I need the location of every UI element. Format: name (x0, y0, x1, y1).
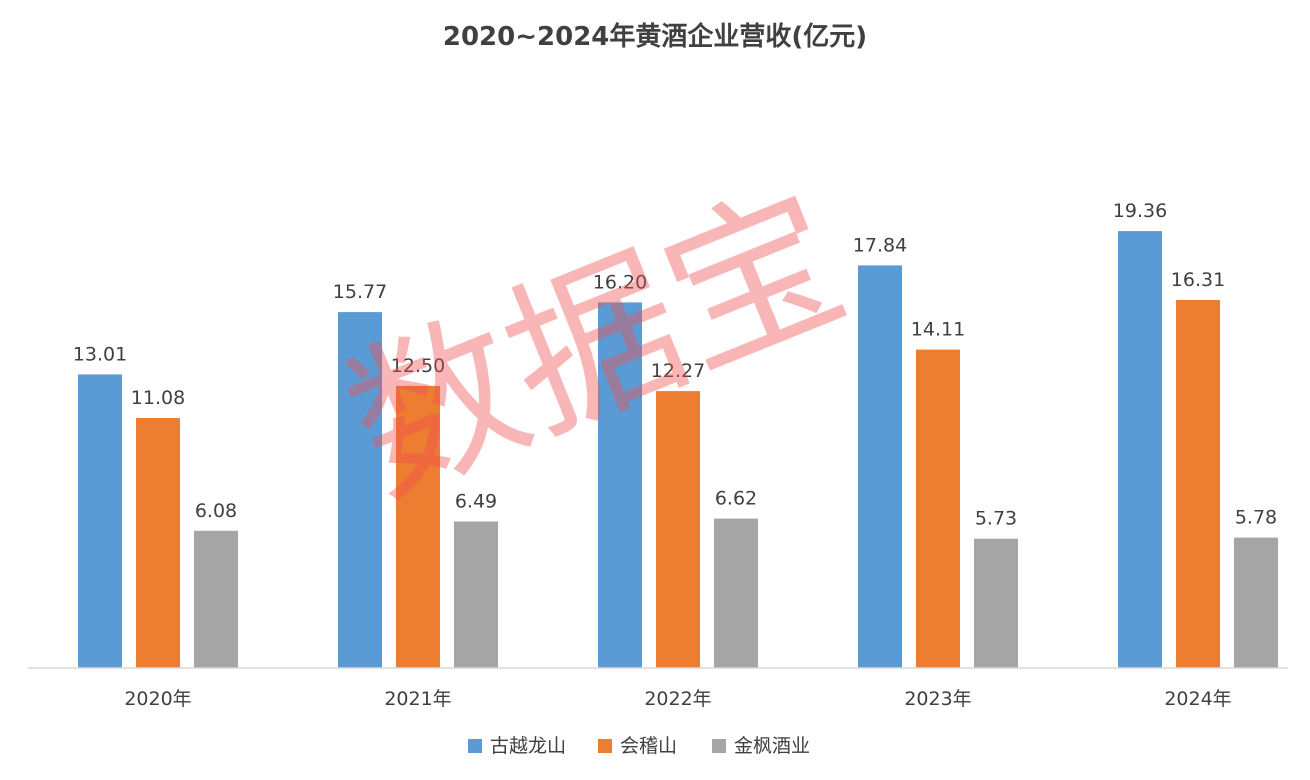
value-label: 6.62 (715, 488, 757, 510)
value-label: 17.84 (853, 234, 907, 256)
value-label: 16.20 (593, 271, 647, 293)
chart-title: 2020~2024年黄酒企业营收(亿元) (443, 21, 867, 52)
bar-会稽山-2022年 (656, 391, 700, 668)
bars-layer (78, 231, 1278, 668)
value-label: 6.08 (195, 500, 237, 522)
bar-古越龙山-2022年 (598, 302, 642, 668)
legend-label: 金枫酒业 (734, 735, 810, 757)
legend-label: 古越龙山 (490, 735, 566, 757)
value-label: 19.36 (1113, 200, 1167, 222)
bar-金枫酒业-2022年 (714, 518, 758, 668)
bar-会稽山-2024年 (1176, 299, 1220, 668)
watermark-text: 数据宝 (322, 157, 869, 532)
value-label: 5.73 (975, 508, 1017, 530)
legend-label: 会稽山 (620, 735, 677, 757)
bar-金枫酒业-2021年 (454, 521, 498, 668)
bar-古越龙山-2020年 (78, 374, 122, 668)
bar-会稽山-2023年 (916, 349, 960, 668)
value-label: 13.01 (73, 343, 127, 365)
value-label: 11.08 (131, 387, 185, 409)
bar-金枫酒业-2020年 (194, 530, 238, 668)
value-label: 12.27 (651, 360, 705, 382)
value-label: 14.11 (911, 319, 965, 341)
bar-古越龙山-2021年 (338, 312, 382, 668)
bar-古越龙山-2023年 (858, 265, 902, 668)
watermark: 数据宝 (322, 157, 869, 532)
legend-swatch (598, 739, 612, 753)
value-label: 6.49 (455, 491, 497, 513)
legend: 古越龙山 会稽山 金枫酒业 (468, 735, 810, 757)
legend-swatch (468, 739, 482, 753)
bar-金枫酒业-2023年 (974, 538, 1018, 668)
category-label: 2020年 (124, 688, 191, 710)
value-label: 12.50 (391, 355, 445, 377)
category-label: 2022年 (644, 688, 711, 710)
value-label: 16.31 (1171, 269, 1225, 291)
value-label: 5.78 (1235, 507, 1277, 529)
value-label: 15.77 (333, 281, 387, 303)
bar-古越龙山-2024年 (1118, 231, 1162, 668)
category-label: 2021年 (384, 688, 451, 710)
category-label: 2023年 (904, 688, 971, 710)
bar-会稽山-2021年 (396, 385, 440, 668)
category-labels-layer: 2020年 2021年 2022年 2023年 2024年 (124, 688, 1231, 710)
bar-会稽山-2020年 (136, 418, 180, 668)
category-label: 2024年 (1164, 688, 1231, 710)
legend-swatch (712, 739, 726, 753)
bar-金枫酒业-2024年 (1234, 537, 1278, 668)
